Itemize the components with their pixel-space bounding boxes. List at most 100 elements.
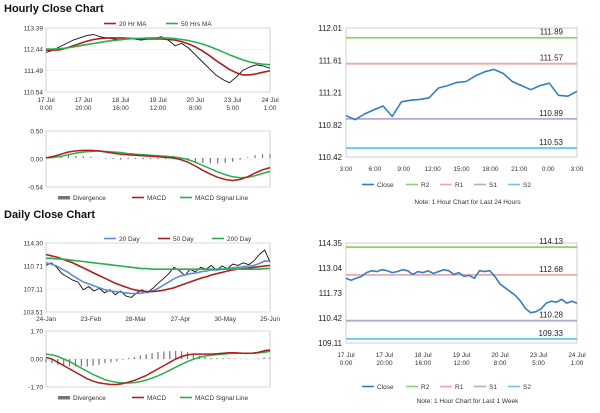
daily-macd-divergence-bar <box>169 351 171 360</box>
daily-levels-close-line <box>345 268 578 314</box>
daily-macd-divergence-bar <box>145 354 147 360</box>
hourly-levels-y-tick: 112.01 <box>318 24 342 33</box>
hourly-price-series-line <box>45 34 271 84</box>
daily-macd-divergence-bar <box>210 357 212 360</box>
daily-macd-divergence-bar <box>127 358 130 360</box>
hourly-price-legend-label: 50 Hrs MA <box>181 21 212 28</box>
daily-levels-level-label-s2: 109.33 <box>539 329 564 338</box>
daily-price-legend-label: 20 Day <box>119 236 140 243</box>
hourly-macd-signal-line <box>45 150 271 179</box>
hourly-price-x-tick: 18 Jul <box>112 97 130 104</box>
daily-macd-divergence-bar <box>234 358 236 360</box>
daily-macd-divergence-bar <box>45 359 47 363</box>
daily-macd-divergence-bar <box>175 350 177 360</box>
daily-levels-level-label-r2: 114.13 <box>539 237 563 246</box>
daily-levels-legend-label: S1 <box>489 384 497 391</box>
daily-macd-panel: 1.70 0.00 -1.70 Divergence MACD MACD Signal L… <box>28 328 271 402</box>
hourly-macd-divergence-bar <box>232 157 234 162</box>
hourly-macd-divergence-bar <box>194 157 196 162</box>
hourly-levels-y-tick: 111.61 <box>319 56 343 65</box>
daily-macd-legend-label: MACD <box>147 395 166 402</box>
daily-macd-y-tick: -1.70 <box>28 384 43 391</box>
hourly-macd-y-tick: -0.54 <box>28 184 43 191</box>
hourly-price-x-tick: 8:00 <box>189 105 202 112</box>
hourly-price-x-tick: 19 Jul <box>149 97 167 104</box>
hourly-levels-x-tick: 0:00 <box>542 166 555 173</box>
daily-levels-x-tick: 17 Jul <box>337 352 355 359</box>
hourly-levels-legend-label: S1 <box>489 182 497 189</box>
hourly-macd-divergence-bar <box>67 155 69 159</box>
hourly-levels-frame <box>345 27 578 158</box>
daily-levels-legend-label: Close <box>377 384 394 391</box>
hourly-macd-legend-label: MACD Signal Line <box>195 195 248 202</box>
daily-levels-x-tick: 17 Jul <box>376 352 394 359</box>
daily-macd-divergence-bar <box>228 358 230 360</box>
hourly-section-title: Hourly Close Chart <box>4 3 104 15</box>
daily-price-y-tick: 114.30 <box>24 240 44 247</box>
hourly-macd-divergence-bar <box>135 157 137 160</box>
hourly-levels-x-tick: 21:00 <box>511 166 528 173</box>
hourly-macd-divergence-bar <box>120 157 122 160</box>
daily-macd-divergence-bar <box>192 353 194 360</box>
hourly-levels-level-label-r1: 111.57 <box>540 54 564 63</box>
daily-levels-x-tick: 20 Jul <box>491 352 509 359</box>
hourly-macd-divergence-bar <box>269 154 271 159</box>
daily-macd-divergence-bar <box>180 351 183 360</box>
daily-price-series-line <box>46 257 270 271</box>
hourly-levels-y-tick: 110.82 <box>318 121 342 130</box>
hourly-macd-y-tick: 0.50 <box>30 128 43 135</box>
hourly-price-x-tick: 24 Jul <box>261 97 279 104</box>
hourly-macd-divergence-bar <box>90 156 92 159</box>
hourly-levels-legend-label: S2 <box>523 182 531 189</box>
daily-price-x-tick: 27-Apr <box>171 316 191 323</box>
daily-section-title: Daily Close Chart <box>4 209 95 221</box>
daily-levels-note: Note: 1 Hour Chart for Last 1 Week <box>417 398 520 405</box>
daily-price-series-line <box>45 260 271 295</box>
hourly-macd-divergence-bar <box>239 157 241 160</box>
daily-macd-divergence-bar <box>163 351 165 360</box>
daily-macd-divergence-bar <box>110 359 112 363</box>
hourly-price-series-line <box>46 37 271 66</box>
daily-levels-x-tick: 18 Jul <box>414 352 432 359</box>
daily-macd-divergence-bar <box>116 359 118 362</box>
hourly-macd-divergence-bar <box>142 157 144 160</box>
daily-levels-y-tick: 114.35 <box>318 239 342 248</box>
daily-macd-divergence-bar <box>63 359 65 366</box>
hourly-macd-divergence-bar <box>157 157 159 160</box>
daily-price-x-tick: 23-Feb <box>80 316 101 323</box>
daily-macd-divergence-bar <box>122 359 124 360</box>
daily-levels-x-tick: 24 Jul <box>568 352 586 359</box>
daily-levels-x-tick: 0:00 <box>340 360 353 367</box>
daily-macd-y-tick: 0.00 <box>30 356 43 363</box>
hourly-price-x-tick: 20:00 <box>75 105 92 112</box>
hourly-macd-legend-swatch <box>58 196 70 200</box>
hourly-levels-y-tick: 110.42 <box>318 153 342 162</box>
hourly-price-series-line <box>46 37 271 76</box>
hourly-price-legend-label: 20 Hr MA <box>119 21 147 28</box>
hourly-macd-divergence-bar <box>254 155 256 159</box>
daily-levels-legend-label: R1 <box>455 384 464 391</box>
hourly-levels-x-tick: 12:00 <box>424 166 441 173</box>
hourly-levels-x-tick: 6:00 <box>369 166 382 173</box>
daily-levels-y-tick: 113.04 <box>318 264 342 273</box>
hourly-levels-legend-label: R1 <box>455 182 464 189</box>
daily-price-x-tick: 30-May <box>214 316 236 323</box>
hourly-levels-level-label-s1: 110.89 <box>539 109 563 118</box>
daily-macd-divergence-bar <box>222 358 224 360</box>
hourly-macd-divergence-bar <box>82 156 84 159</box>
daily-price-series-line <box>45 253 271 293</box>
hourly-price-x-tick: 1:00 <box>264 105 277 112</box>
hourly-macd-legend-label: MACD <box>147 195 166 202</box>
daily-macd-divergence-bar <box>139 355 141 360</box>
hourly-price-x-tick: 17 Jul <box>37 97 55 104</box>
daily-price-y-tick: 110.71 <box>24 263 44 270</box>
daily-macd-divergence-bar <box>204 357 206 360</box>
hourly-price-x-tick: 16:00 <box>113 105 130 112</box>
hourly-macd-divergence-bar <box>202 157 204 163</box>
daily-levels-y-tick: 109.11 <box>318 339 342 348</box>
hourly-levels-x-tick: 3:00 <box>340 166 353 173</box>
daily-levels-legend-label: R2 <box>421 384 430 391</box>
hourly-levels-close-line <box>345 68 578 121</box>
hourly-macd-divergence-bar <box>164 157 167 160</box>
